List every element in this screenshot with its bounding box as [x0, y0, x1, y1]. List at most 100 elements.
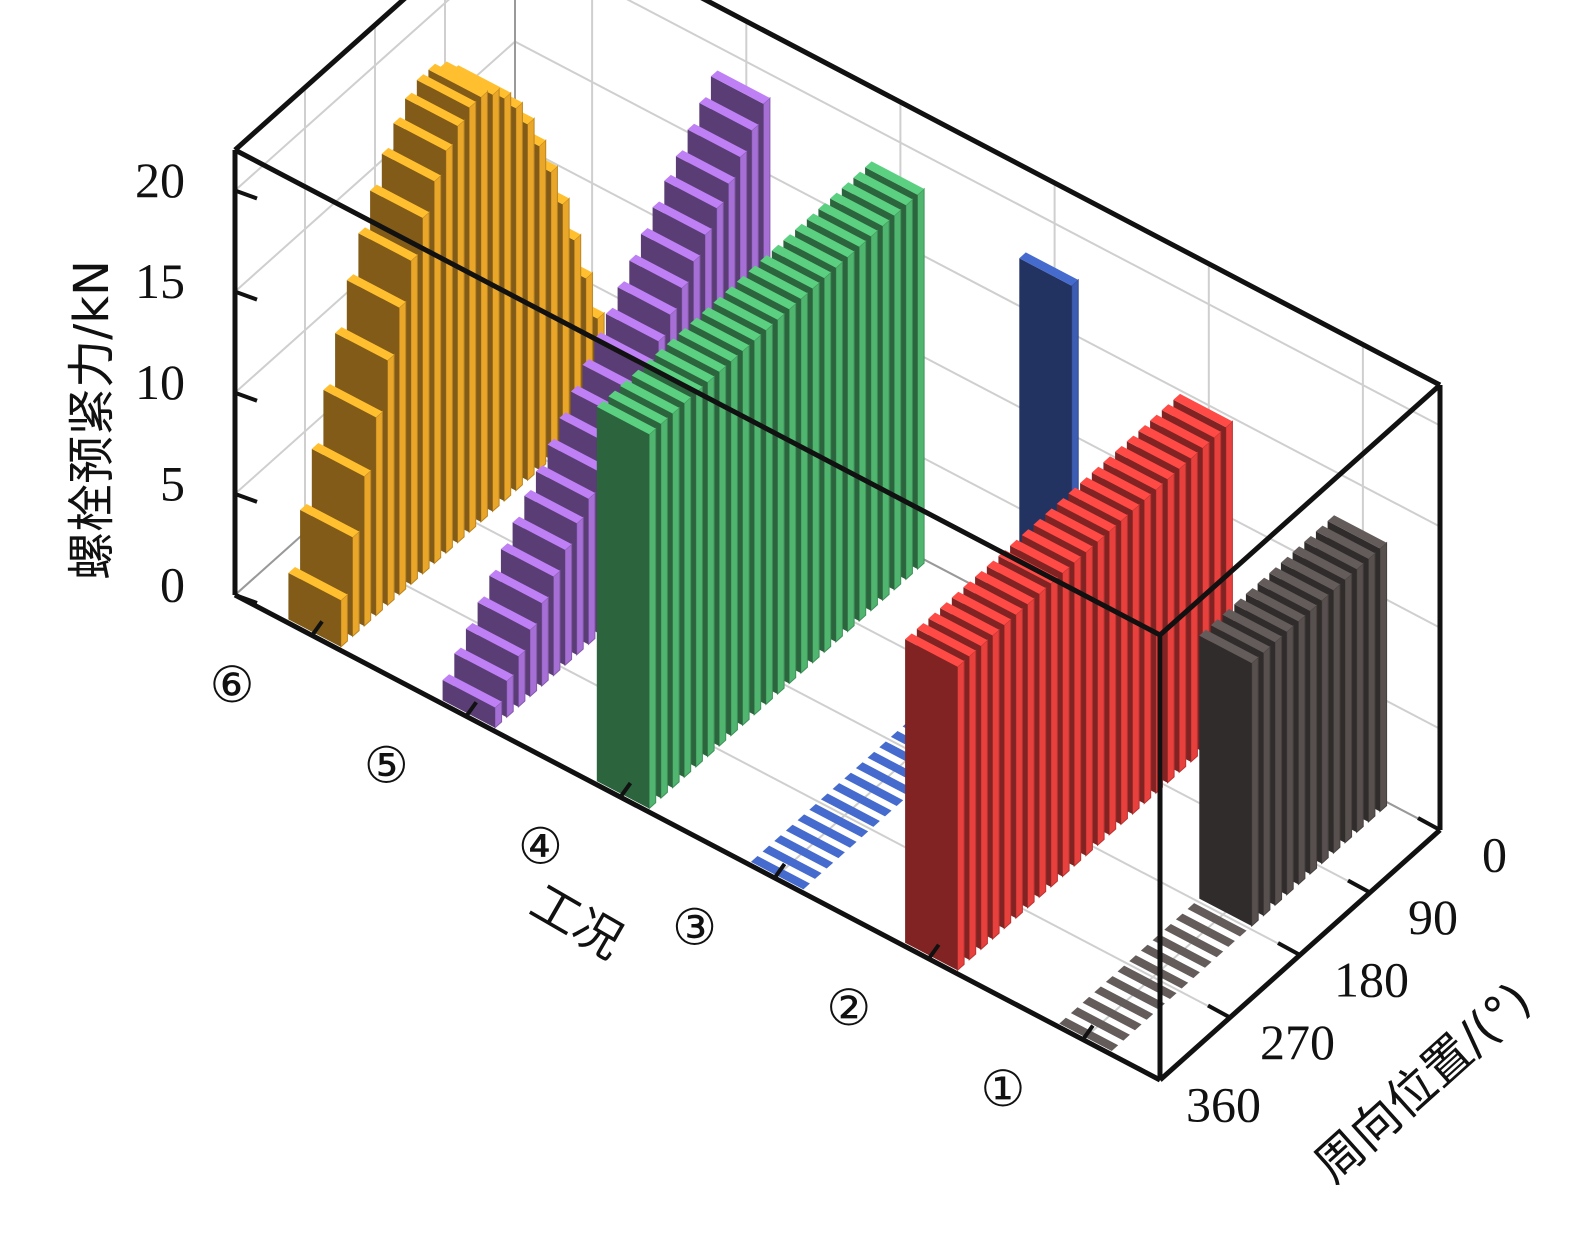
y-tick [618, 781, 633, 799]
bar-top [620, 380, 680, 414]
bar-side [905, 198, 913, 581]
bar-side [683, 396, 692, 779]
bar-side [858, 239, 867, 623]
bar [288, 567, 348, 649]
bar-side [980, 638, 988, 951]
bar-top [300, 504, 360, 538]
bar-top [678, 328, 738, 362]
bar [1164, 924, 1224, 958]
bar-top [631, 369, 691, 404]
bar-top [393, 117, 453, 151]
bar-side [506, 673, 514, 719]
bar-side [538, 139, 547, 471]
bar-top [1094, 986, 1154, 1020]
y-axis-title: 工况 [521, 874, 632, 971]
bar-top [1187, 903, 1247, 937]
bar-top [1199, 629, 1259, 664]
bar-side [1251, 656, 1259, 928]
bar [905, 633, 965, 972]
bar-side [1050, 576, 1058, 889]
bar-top [1117, 965, 1177, 999]
bar-front [442, 680, 495, 728]
bar-top [1280, 556, 1340, 591]
bar-top [547, 438, 607, 473]
bar [1070, 1007, 1130, 1041]
bar-side [1356, 562, 1364, 834]
bar-side [1344, 572, 1353, 844]
z-tick-label: 5 [160, 455, 185, 511]
bar [442, 674, 503, 729]
bar-front [596, 406, 650, 809]
bar-top [1175, 913, 1235, 947]
bar-side [576, 516, 584, 656]
bar-side [363, 469, 372, 628]
bar-top [844, 772, 904, 806]
bar-top [1080, 477, 1140, 511]
bar-side [422, 210, 430, 576]
bar [809, 804, 869, 838]
bar-side [387, 353, 395, 607]
bar-top [405, 92, 465, 126]
bar-top [736, 276, 796, 310]
bar-top [1082, 996, 1142, 1031]
bar-top [323, 384, 383, 418]
bar [855, 762, 915, 796]
bar-side [1274, 635, 1283, 907]
bar-side [695, 385, 703, 769]
bar [762, 845, 822, 879]
bar-top [774, 835, 834, 869]
bar-top [596, 401, 656, 435]
bar-top [1138, 425, 1198, 459]
z-tick-label: 10 [135, 354, 185, 410]
bar [1199, 629, 1259, 928]
bar-top [629, 254, 689, 288]
bar-top [381, 147, 441, 182]
bar-side [1027, 597, 1035, 909]
bar [596, 401, 657, 810]
bar-top [1327, 515, 1387, 549]
bar [820, 793, 880, 827]
bar-top [655, 348, 715, 383]
bar-side [375, 410, 383, 617]
bar-top [454, 647, 514, 681]
bar-side [1085, 545, 1093, 857]
bar-top [617, 281, 677, 315]
bar-side [882, 219, 890, 602]
bar-top [1115, 446, 1175, 480]
bar-side [1309, 604, 1318, 876]
bar-top [608, 390, 668, 424]
bar-side [672, 406, 680, 789]
z-axis-title: 螺栓预紧力/kN [64, 260, 120, 580]
bar-side [992, 628, 1000, 941]
bar-side [1321, 593, 1329, 865]
bar-top [710, 70, 770, 104]
bar [832, 783, 892, 817]
bar-top [940, 602, 1000, 636]
bar-side [1286, 624, 1294, 896]
frame [232, 0, 1443, 1083]
bar-side [492, 87, 500, 513]
bar-top [1140, 944, 1200, 979]
z-tick-label: 20 [135, 152, 185, 208]
grid-line [234, 0, 1441, 427]
bar-top [358, 227, 418, 261]
bar-side [1262, 645, 1271, 917]
bar-side [541, 596, 549, 688]
bar-top [664, 174, 724, 209]
bar-front [905, 639, 958, 971]
bar-top [442, 674, 502, 708]
bar-top [1150, 414, 1210, 448]
bar-top [1019, 252, 1079, 286]
bar-top [820, 793, 880, 827]
x-tick [1417, 816, 1441, 832]
y-tick [464, 701, 478, 718]
bar-top [687, 123, 747, 157]
bar-top [855, 762, 915, 796]
bar [785, 824, 845, 859]
bar-top [853, 171, 913, 206]
bar-front [1199, 635, 1252, 926]
bar-top [477, 596, 537, 630]
bar [1140, 944, 1200, 979]
bar-top [916, 623, 976, 657]
